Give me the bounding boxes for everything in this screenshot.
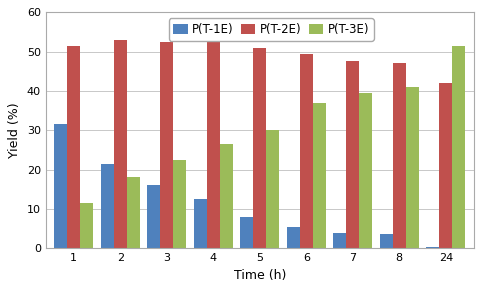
Bar [253,48,266,248]
Bar [359,93,372,248]
Y-axis label: Yield (%): Yield (%) [8,102,21,158]
Bar [393,64,406,248]
Bar [101,164,114,248]
Bar [220,144,233,248]
Bar [127,177,140,248]
Bar [266,130,279,248]
Bar [300,54,313,248]
Bar [147,185,160,248]
Bar [439,83,452,248]
Bar [313,103,326,248]
Bar [194,199,207,248]
Bar [54,124,67,248]
Bar [333,233,346,248]
Bar [67,46,80,248]
Bar [160,42,174,248]
Bar [452,46,465,248]
Bar [240,217,253,248]
Legend: P(T-1E), P(T-2E), P(T-3E): P(T-1E), P(T-2E), P(T-3E) [169,18,374,41]
Bar [207,42,220,248]
Bar [80,203,94,248]
Bar [426,247,439,248]
Bar [380,235,393,248]
Bar [346,61,359,248]
Bar [287,226,300,248]
Bar [174,160,187,248]
X-axis label: Time (h): Time (h) [234,269,286,282]
Bar [406,87,419,248]
Bar [114,40,127,248]
